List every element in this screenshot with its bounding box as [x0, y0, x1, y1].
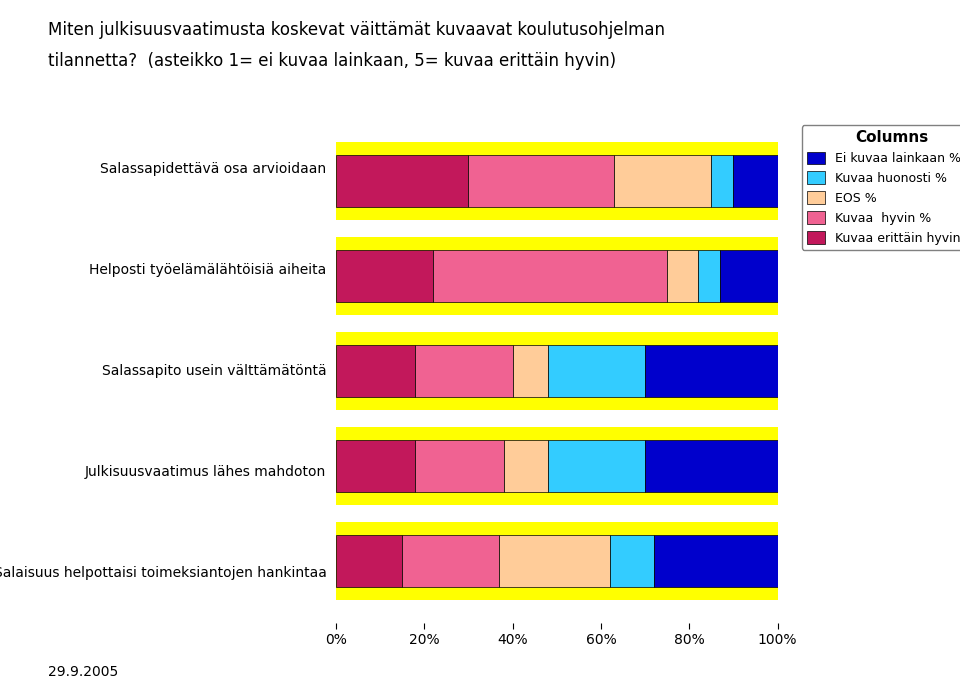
Bar — [499, 535, 610, 587]
Text: Salaisuus helpottaisi toimeksiantojen hankintaa: Salaisuus helpottaisi toimeksiantojen ha… — [0, 566, 326, 580]
Text: Helposti työelämälähtöisiä aiheita: Helposti työelämälähtöisiä aiheita — [89, 263, 326, 277]
Bar — [548, 345, 645, 397]
Bar — [336, 142, 778, 220]
Bar — [614, 155, 711, 207]
Bar — [336, 155, 468, 207]
Bar — [504, 440, 548, 492]
Bar — [733, 155, 778, 207]
Bar — [336, 237, 778, 315]
Bar — [433, 250, 667, 302]
Text: tilannetta?  (asteikko 1= ei kuvaa lainkaan, 5= kuvaa erittäin hyvin): tilannetta? (asteikko 1= ei kuvaa lainka… — [48, 52, 616, 71]
Bar — [667, 250, 698, 302]
Bar — [548, 440, 645, 492]
Bar — [336, 522, 778, 600]
Bar — [336, 535, 402, 587]
Bar — [336, 250, 433, 302]
Bar — [610, 535, 654, 587]
Bar — [645, 345, 778, 397]
Bar — [416, 345, 513, 397]
Text: Julkisuusvaatimus lähes mahdoton: Julkisuusvaatimus lähes mahdoton — [85, 465, 326, 479]
Bar — [402, 535, 499, 587]
Text: Salassapidettävä osa arvioidaan: Salassapidettävä osa arvioidaan — [100, 162, 326, 176]
Bar — [654, 535, 778, 587]
Bar — [720, 250, 778, 302]
Bar — [336, 332, 778, 410]
Legend: Ei kuvaa lainkaan %, Kuvaa huonosti %, EOS %, Kuvaa  hyvin %, Kuvaa erittäin hyv: Ei kuvaa lainkaan %, Kuvaa huonosti %, E… — [802, 125, 960, 250]
Bar — [416, 440, 504, 492]
Bar — [513, 345, 548, 397]
Bar — [336, 427, 778, 505]
Bar — [698, 250, 720, 302]
Bar — [336, 345, 416, 397]
Text: Salassapito usein välttämätöntä: Salassapito usein välttämätöntä — [102, 364, 326, 378]
Text: Miten julkisuusvaatimusta koskevat väittämät kuvaavat koulutusohjelman: Miten julkisuusvaatimusta koskevat väitt… — [48, 21, 665, 39]
Bar — [645, 440, 778, 492]
Bar — [468, 155, 614, 207]
Bar — [336, 440, 416, 492]
Bar — [711, 155, 733, 207]
Text: 29.9.2005: 29.9.2005 — [48, 665, 118, 679]
